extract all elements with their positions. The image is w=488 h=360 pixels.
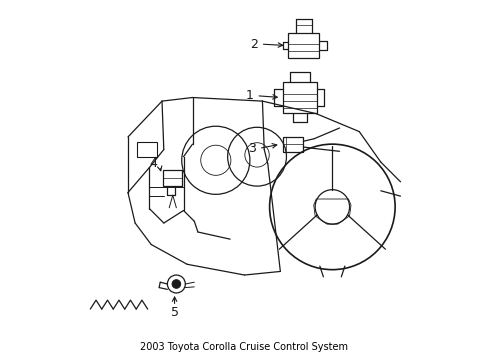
Text: 3: 3 <box>248 142 256 155</box>
Text: 1: 1 <box>245 89 253 102</box>
Text: 2003 Toyota Corolla Cruise Control System: 2003 Toyota Corolla Cruise Control Syste… <box>140 342 348 352</box>
Text: 5: 5 <box>170 306 178 319</box>
Text: 4: 4 <box>149 157 157 170</box>
Text: 2: 2 <box>250 37 258 51</box>
Circle shape <box>172 280 180 288</box>
